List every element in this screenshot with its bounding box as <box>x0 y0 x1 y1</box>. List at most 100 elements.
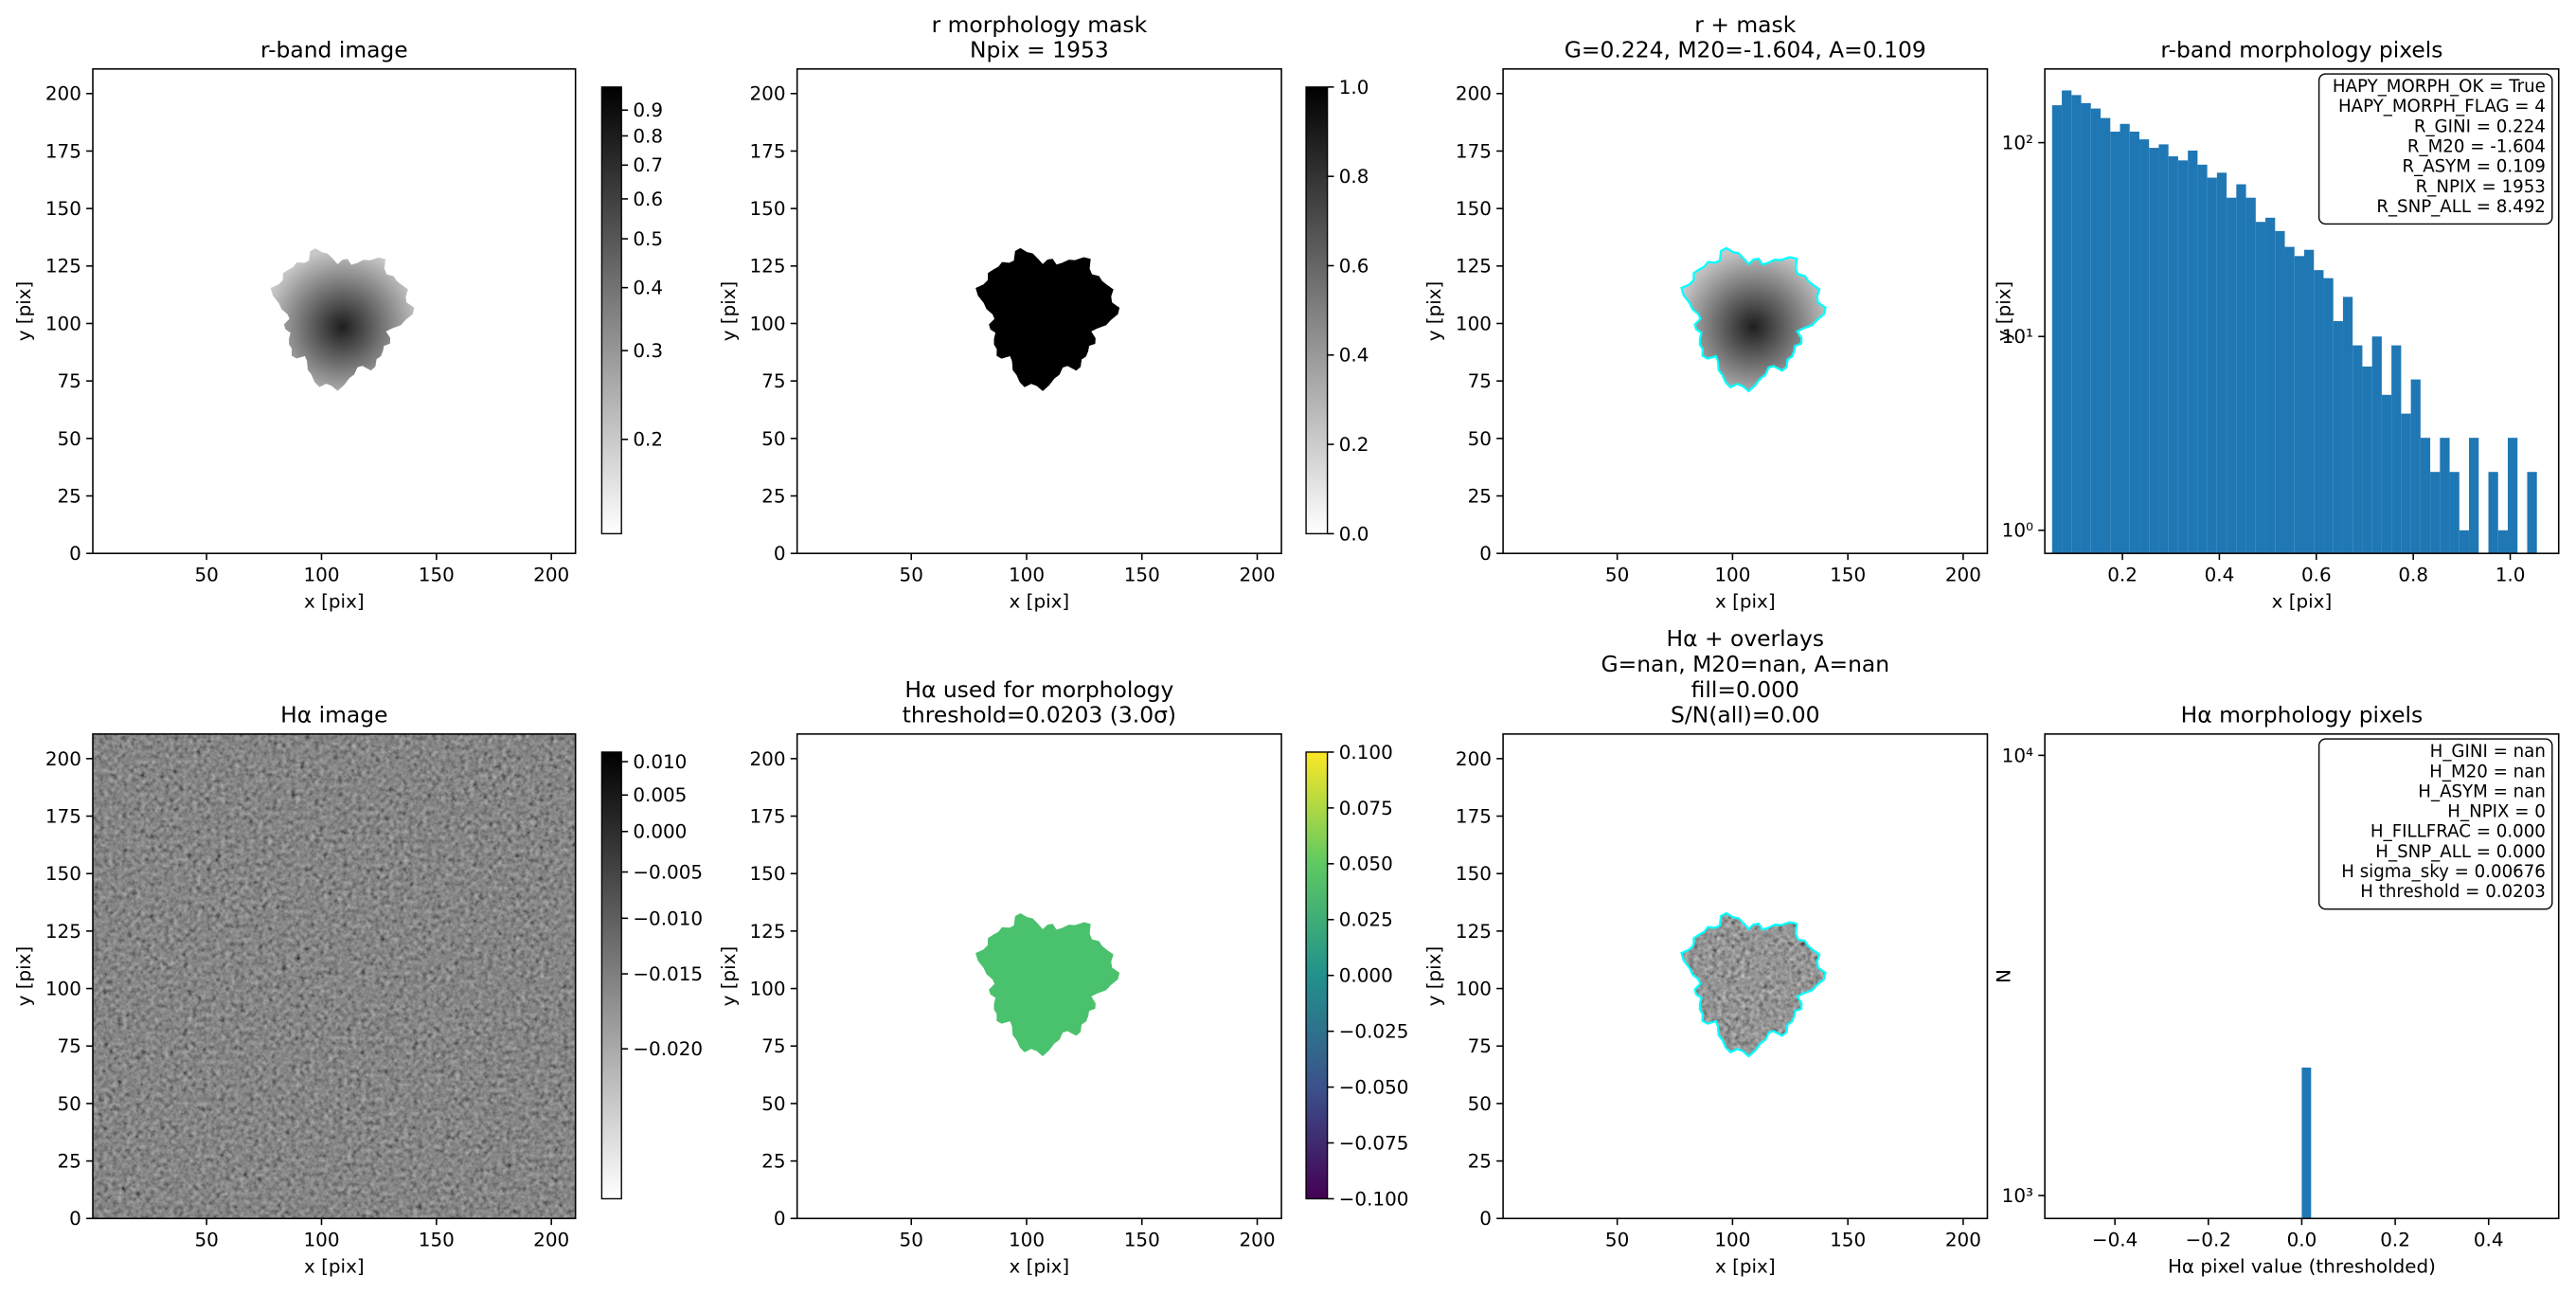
annotation-line: R_ASYM = 0.109 <box>2402 157 2545 177</box>
colorbar <box>1305 86 1329 535</box>
y-axis-label: y [pix] <box>718 946 740 1007</box>
panel-title: G=0.224, M20=-1.604, A=0.109 <box>1565 37 1926 63</box>
y-tick-label: 75 <box>58 370 81 392</box>
plot-area <box>1680 246 1827 393</box>
x-axis-label: x [pix] <box>304 590 365 612</box>
plot-area <box>270 248 415 391</box>
y-tick-label: 10⁴ <box>2002 745 2033 766</box>
colorbar-tick-label: −0.025 <box>1339 1021 1409 1043</box>
hist-bar <box>2469 438 2479 554</box>
hist-bar <box>2236 184 2246 554</box>
x-tick-label: 200 <box>1239 565 1275 586</box>
hist-bar <box>2381 394 2392 554</box>
x-tick-label: 200 <box>533 565 569 586</box>
colorbar-tick-label: 0.3 <box>633 340 663 362</box>
x-tick-label: 0.2 <box>2107 565 2138 586</box>
annotation-box <box>2317 73 2553 225</box>
hist-bar <box>2362 366 2372 554</box>
x-tick-label: 0.4 <box>2474 1230 2504 1251</box>
x-axis-label: x [pix] <box>1010 590 1070 612</box>
y-tick-label: 200 <box>750 83 786 105</box>
annotation-line: H_SNP_ALL = 0.000 <box>2375 842 2546 862</box>
y-tick-label: 0 <box>69 543 81 565</box>
annotation-line: H threshold = 0.0203 <box>2360 882 2546 902</box>
colorbar-tick-label: 0.0 <box>1339 523 1369 545</box>
y-tick-label: 75 <box>761 370 785 392</box>
y-axis-label: y [pix] <box>718 281 740 342</box>
hist-bar <box>2449 472 2460 554</box>
hist-bar <box>2352 345 2363 554</box>
y-tick-label: 0 <box>774 543 786 565</box>
colorbar-tick-label: 0.4 <box>633 278 663 299</box>
hist-bar <box>2265 217 2276 554</box>
hist-bar <box>2430 472 2441 554</box>
panel: 50 100 150 200 0 25 50 75 100 125 150 175 200 x [pix]… <box>718 676 1409 1278</box>
annotation-box <box>2317 738 2553 910</box>
hist-bar <box>2391 345 2402 554</box>
annotation-line: HAPY_MORPH_FLAG = 4 <box>2338 97 2546 117</box>
colorbar-tick-label: −0.050 <box>1339 1077 1409 1099</box>
x-tick-label: 150 <box>419 1230 455 1251</box>
y-tick-label: 200 <box>1456 83 1492 105</box>
hist-bar <box>2303 249 2315 554</box>
y-tick-label: 125 <box>1456 256 1492 278</box>
panel-title: G=nan, M20=nan, A=nan <box>1601 651 1889 677</box>
y-tick-label: 150 <box>45 863 81 885</box>
y-tick-label: 100 <box>750 313 786 334</box>
y-tick-label: 10³ <box>2002 1185 2033 1207</box>
panel-title: r-band morphology pixels <box>2160 37 2442 63</box>
y-tick-label: 175 <box>45 805 81 827</box>
hist-bar <box>2138 139 2150 554</box>
annotation-line: HAPY_MORPH_OK = True <box>2333 77 2546 97</box>
annotation-line: H sigma_sky = 0.00676 <box>2341 862 2546 882</box>
hist-bar <box>2177 160 2189 554</box>
hist-bar <box>2275 230 2285 554</box>
y-tick-label: 200 <box>45 748 81 770</box>
x-tick-label: 50 <box>900 565 923 586</box>
colorbar-tick-label: 1.0 <box>1339 77 1369 99</box>
x-tick-label: 0.4 <box>2205 565 2235 586</box>
y-tick-label: 175 <box>1456 140 1492 162</box>
axes-frame <box>1502 733 1989 1220</box>
panel-title: Hα used for morphology <box>904 676 1173 703</box>
hist-bar <box>2301 1067 2312 1219</box>
y-axis-label: N <box>1994 969 2015 983</box>
colorbar-tick-label: 0.9 <box>633 99 663 121</box>
hist-bar <box>2294 256 2304 554</box>
panel: 50 100 150 200 0 25 50 75 100 125 150 175 200 x [pix]… <box>13 702 703 1278</box>
y-tick-label: 75 <box>58 1035 81 1057</box>
hist-bar <box>2216 172 2227 554</box>
colorbar-tick-label: 0.5 <box>633 228 663 250</box>
y-tick-label: 0 <box>1479 1208 1492 1230</box>
x-tick-label: 150 <box>1124 1230 1160 1251</box>
y-tick-label: 10⁰ <box>2002 520 2033 542</box>
hist-bar <box>2245 197 2256 554</box>
y-tick-label: 50 <box>58 428 81 450</box>
x-tick-label: 200 <box>1945 565 1981 586</box>
x-axis-label: x [pix] <box>1715 1255 1776 1277</box>
mask-region <box>975 913 1120 1056</box>
colorbar-tick-label: 0.005 <box>633 784 687 806</box>
hist-bar <box>2342 297 2353 554</box>
y-tick-label: 25 <box>58 1151 81 1173</box>
colorbar-tick-label: 0.6 <box>1339 255 1369 277</box>
hist-bar <box>2197 164 2208 554</box>
hist-bar <box>2120 123 2130 554</box>
annotation-line: R_M20 = -1.604 <box>2407 137 2546 157</box>
plot-area <box>2051 90 2537 554</box>
y-tick-label: 25 <box>761 485 785 507</box>
y-tick-label: 75 <box>761 1035 785 1057</box>
y-tick-label: 50 <box>761 428 785 450</box>
y-tick-label: 125 <box>750 256 786 278</box>
y-tick-label: 150 <box>45 198 81 220</box>
image-source <box>1681 247 1826 391</box>
hist-bar <box>2188 150 2198 554</box>
colorbar-tick-label: 0.2 <box>1339 434 1369 456</box>
x-tick-label: 200 <box>1239 1230 1275 1251</box>
hist-bar <box>2168 156 2178 554</box>
hist-bar <box>2527 472 2537 554</box>
hist-bar <box>2149 148 2159 554</box>
y-tick-label: 75 <box>1468 370 1492 392</box>
colorbar-tick-label: 0.050 <box>1339 854 1393 875</box>
